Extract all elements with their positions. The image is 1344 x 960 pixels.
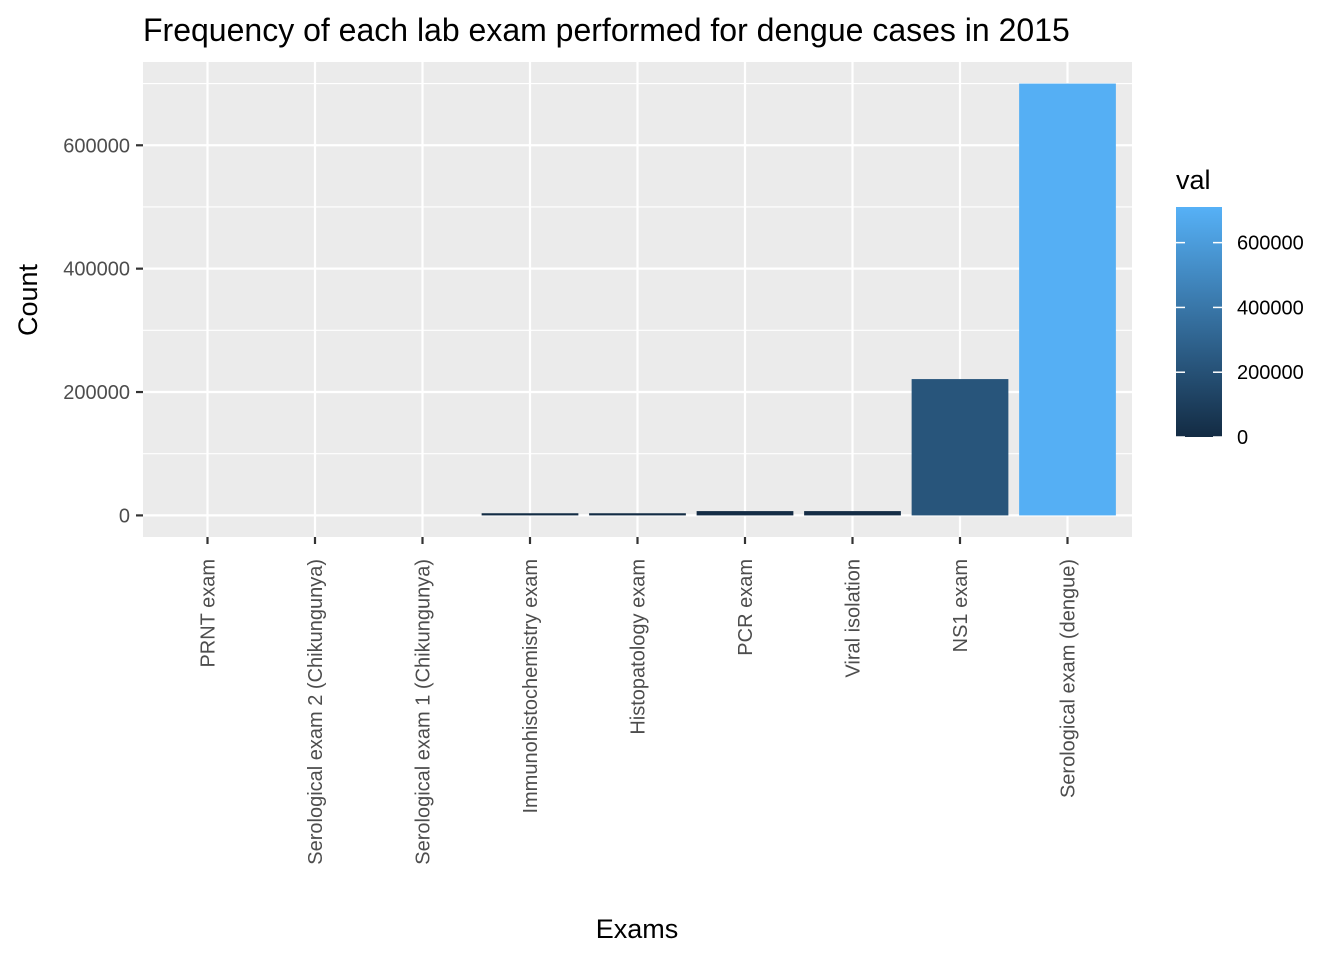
y-tick-label: 600000 [63, 135, 130, 157]
bar [481, 513, 579, 516]
x-tick-label: Serological exam 1 (Chikungunya) [413, 559, 435, 865]
legend-tick-label: 400000 [1237, 297, 1304, 319]
x-tick-label: Immunohistochemistry exam [520, 559, 542, 814]
legend-ticks: 0 200000 400000 600000 [1176, 233, 1304, 449]
bar [589, 513, 686, 516]
bar [804, 511, 901, 516]
bar [1019, 83, 1116, 516]
y-tick-label: 400000 [63, 259, 130, 281]
x-tick-label: Serological exam (dengue) [1058, 559, 1080, 798]
legend-title: val [1176, 165, 1211, 195]
y-axis: 0 200000 400000 600000 [63, 135, 143, 527]
legend-tick-label: 0 [1237, 427, 1248, 449]
legend: val 0 200000 400000 600000 [1176, 165, 1304, 449]
bar [911, 379, 1009, 516]
x-tick-label: Viral isolation [843, 559, 865, 678]
x-tick-label: PRNT exam [198, 559, 220, 668]
x-tick-label: PCR exam [735, 559, 757, 656]
legend-colorbar [1176, 207, 1222, 437]
bars [481, 83, 1116, 516]
y-tick-label: 200000 [63, 382, 130, 404]
y-tick-label: 0 [119, 505, 130, 527]
legend-tick-label: 600000 [1237, 233, 1304, 255]
x-tick-label: NS1 exam [950, 559, 972, 652]
bar [696, 511, 794, 516]
x-tick-label: Histopatology exam [628, 559, 650, 735]
x-axis: PRNT exam Serological exam 2 (Chikungunya… [198, 537, 1080, 865]
y-axis-title: Count [13, 263, 43, 336]
gridlines [143, 62, 1132, 537]
legend-tick-label: 200000 [1237, 362, 1304, 384]
chart-title: Frequency of each lab exam performed for… [143, 12, 1070, 48]
x-tick-label: Serological exam 2 (Chikungunya) [305, 559, 327, 865]
x-axis-title: Exams [596, 914, 679, 944]
